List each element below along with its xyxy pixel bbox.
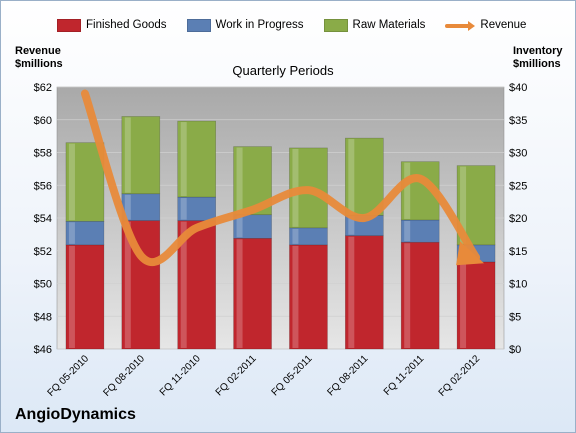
chart-title: Quarterly Periods bbox=[232, 63, 334, 78]
legend-item: Raw Materials bbox=[323, 18, 426, 32]
legend: Finished Goods Work in Progress Raw Materi… bbox=[57, 17, 546, 33]
bar-highlight bbox=[404, 162, 411, 219]
y-right-tick-label: $20 bbox=[509, 213, 527, 225]
y-right-tick-label: $30 bbox=[509, 148, 527, 160]
revenue-line bbox=[80, 89, 481, 267]
legend-item: Work in Progress bbox=[186, 18, 304, 32]
y-right-tick-label: $25 bbox=[509, 180, 527, 192]
y-axis-left-label-line1: Revenue bbox=[15, 45, 61, 57]
x-tick-label: FQ 11-2011 bbox=[382, 353, 427, 398]
y-left-tick-label: $60 bbox=[34, 115, 52, 127]
y-left-tick-label: $50 bbox=[34, 279, 52, 291]
bar-highlight bbox=[68, 143, 75, 221]
bar-raw-materials bbox=[65, 142, 105, 222]
y-right-tick-label: $5 bbox=[509, 311, 521, 323]
company-name: AngioDynamics bbox=[15, 406, 136, 423]
y-axis-right-label-line2: $millions bbox=[513, 58, 561, 70]
legend-swatch bbox=[323, 18, 348, 32]
bar-finished-goods bbox=[233, 238, 272, 350]
x-tick-label: FQ 05-2011 bbox=[270, 353, 315, 398]
bar-finished-goods bbox=[345, 235, 384, 350]
legend-label: Raw Materials bbox=[352, 19, 426, 31]
x-tick-label: FQ 11-2010 bbox=[158, 353, 203, 398]
y-right-tick-label: $0 bbox=[509, 344, 521, 356]
legend-label: Work in Progress bbox=[215, 19, 304, 31]
bar-finished-goods bbox=[400, 241, 440, 350]
bar-highlight bbox=[180, 198, 187, 220]
legend-label: Finished Goods bbox=[86, 19, 167, 31]
bar-highlight bbox=[236, 215, 243, 238]
bar-highlight bbox=[348, 216, 355, 235]
y-right-tick-label: $10 bbox=[509, 279, 527, 291]
bar-highlight bbox=[460, 262, 467, 348]
bar-raw-materials bbox=[345, 137, 384, 216]
bar-highlight bbox=[404, 243, 411, 348]
bar-raw-materials bbox=[177, 120, 216, 198]
bar-finished-goods bbox=[289, 244, 328, 350]
bar-highlight bbox=[236, 147, 243, 214]
bar-highlight bbox=[68, 245, 75, 348]
y-left-tick-label: $62 bbox=[34, 82, 52, 94]
bar-finished-goods bbox=[65, 244, 105, 350]
bar-highlight bbox=[236, 239, 243, 348]
x-tick-label: FQ 02-2012 bbox=[437, 353, 483, 399]
x-tick-label: FQ 02-2011 bbox=[214, 353, 259, 398]
bar-highlight bbox=[68, 222, 75, 244]
y-right-tick-label: $15 bbox=[509, 246, 527, 258]
y-left-tick-label: $46 bbox=[34, 344, 52, 356]
bar-highlight bbox=[460, 166, 467, 244]
bar-highlight bbox=[348, 139, 355, 215]
bar-finished-goods bbox=[121, 220, 161, 350]
y-left-tick-label: $48 bbox=[34, 311, 52, 323]
bar-highlight bbox=[180, 122, 187, 197]
legend-swatch bbox=[57, 18, 81, 32]
bar-highlight bbox=[292, 228, 299, 244]
bar-highlight bbox=[124, 221, 131, 348]
bar-highlight bbox=[348, 236, 355, 348]
y-axis-left-label: Revenue $millions bbox=[15, 45, 63, 71]
revenue-arrowhead bbox=[456, 241, 485, 266]
bar-highlight bbox=[292, 245, 299, 348]
legend-item: Revenue bbox=[445, 19, 526, 31]
y-left-tick-label: $56 bbox=[34, 180, 52, 192]
x-tick-label: FQ 08-2010 bbox=[101, 353, 147, 399]
legend-line-swatch bbox=[445, 20, 476, 31]
y-right-tick-label: $35 bbox=[509, 115, 527, 127]
legend-item: Finished Goods bbox=[57, 18, 167, 32]
x-tick-label: FQ 08-2011 bbox=[325, 353, 370, 398]
bar-highlight bbox=[404, 220, 411, 242]
bar-highlight bbox=[180, 221, 187, 348]
bar-work-in-progress bbox=[121, 193, 161, 221]
x-tick-label: FQ 05-2010 bbox=[46, 353, 92, 399]
y-left-tick-label: $52 bbox=[34, 246, 52, 258]
bar-raw-materials bbox=[121, 116, 161, 195]
bar-highlight bbox=[124, 117, 131, 193]
y-axis-right-label: Inventory $millions bbox=[513, 45, 563, 71]
bars bbox=[65, 116, 496, 350]
bar-highlight bbox=[124, 194, 131, 220]
bar-finished-goods bbox=[456, 261, 496, 350]
legend-swatch bbox=[186, 18, 211, 32]
y-axis-left-label-line2: $millions bbox=[15, 58, 63, 70]
y-right-tick-label: $40 bbox=[509, 82, 527, 94]
revenue-line-layer bbox=[80, 89, 485, 267]
y-left-tick-label: $54 bbox=[34, 213, 52, 225]
legend-label: Revenue bbox=[480, 19, 527, 31]
y-axis-right-label-line1: Inventory bbox=[513, 45, 563, 57]
y-left-tick-label: $58 bbox=[34, 148, 52, 160]
